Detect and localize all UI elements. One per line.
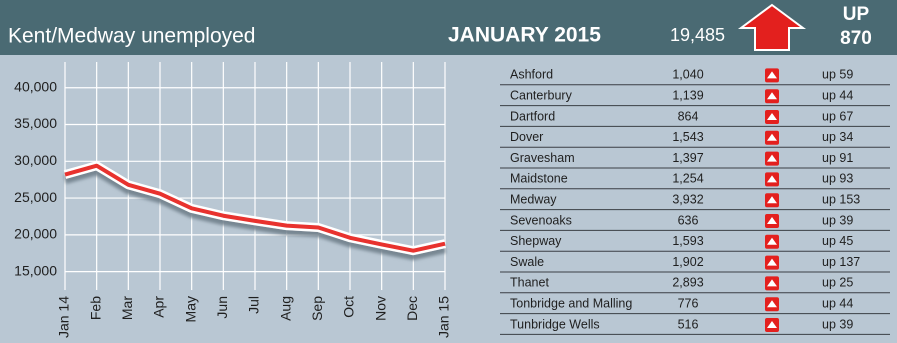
district-change: up 25 <box>822 276 853 290</box>
district-name: Tunbridge Wells <box>510 317 600 331</box>
header-total: 19,485 <box>670 25 725 45</box>
district-count: 1,593 <box>672 234 703 248</box>
x-tick-label: Jan 14 <box>56 296 72 338</box>
y-tick-label: 30,000 <box>14 152 57 168</box>
district-count: 864 <box>678 109 699 123</box>
x-tick-label: Oct <box>341 296 357 318</box>
district-count: 636 <box>678 213 699 227</box>
up-arrow <box>737 3 807 51</box>
header-period: JANUARY 2015 <box>448 24 601 47</box>
x-tick-label: Nov <box>372 296 388 321</box>
district-count: 2,893 <box>672 276 703 290</box>
x-tick-label: Jul <box>246 296 262 314</box>
up-icon-arrow <box>767 113 777 120</box>
up-icon-arrow <box>767 196 777 204</box>
district-name: Swale <box>510 255 544 269</box>
up-icon-arrow <box>767 133 777 141</box>
district-name: Maidstone <box>510 172 568 186</box>
district-count: 776 <box>678 296 699 310</box>
up-icon-arrow <box>767 279 777 287</box>
district-change: up 153 <box>822 192 860 206</box>
district-change: up 39 <box>822 317 853 331</box>
y-tick-label: 15,000 <box>14 262 57 278</box>
x-tick-label: Aug <box>277 296 293 321</box>
district-name: Thanet <box>510 276 549 290</box>
district-name: Dover <box>510 130 543 144</box>
district-count: 1,902 <box>672 255 703 269</box>
district-name: Tonbridge and Malling <box>510 296 632 310</box>
up-icon-arrow <box>767 237 777 245</box>
district-count: 1,254 <box>672 172 703 186</box>
series-line <box>64 163 446 253</box>
district-change: up 91 <box>822 151 853 165</box>
header-change: 870 <box>840 28 872 49</box>
up-icon-arrow <box>767 321 777 328</box>
header-direction: UP <box>843 4 870 25</box>
district-change: up 34 <box>822 130 853 144</box>
series-line-group <box>63 161 446 256</box>
district-change: up 44 <box>822 88 853 102</box>
district-count: 1,543 <box>672 130 703 144</box>
district-count: 3,932 <box>672 192 703 206</box>
district-change: up 44 <box>822 296 853 310</box>
district-count: 1,397 <box>672 151 703 165</box>
up-icon-arrow <box>767 92 777 100</box>
district-change: up 39 <box>822 213 853 227</box>
up-icon-arrow <box>767 71 777 79</box>
y-tick-label: 35,000 <box>14 115 57 131</box>
district-name: Canterbury <box>510 88 573 102</box>
district-change: up 45 <box>822 234 853 248</box>
x-tick-label: Jun <box>214 296 230 319</box>
district-count: 1,040 <box>672 68 703 82</box>
district-name: Shepway <box>510 234 562 248</box>
x-tick-label: Mar <box>119 296 135 320</box>
district-name: Gravesham <box>510 151 575 165</box>
x-tick-label: Feb <box>87 296 103 320</box>
up-icon-arrow <box>767 154 777 162</box>
up-icon-arrow <box>767 300 777 308</box>
up-icon-arrow <box>767 175 777 183</box>
district-count: 516 <box>678 317 699 331</box>
y-tick-label: 25,000 <box>14 189 57 205</box>
line-chart: 15,000 20,000 25,000 30,000 35,000 40,000 Jan … <box>14 62 452 338</box>
x-tick-label: Apr <box>151 296 167 318</box>
district-change: up 93 <box>822 172 853 186</box>
x-tick-label: Jan 15 <box>436 296 452 338</box>
district-name: Medway <box>510 192 557 206</box>
header-title: Kent/Medway unemployed <box>8 25 255 48</box>
district-count: 1,139 <box>672 88 703 102</box>
district-table: Ashford 1,040 up 59 Canterbury 1,139 up 44 Dar… <box>500 68 890 335</box>
district-change: up 137 <box>822 255 860 269</box>
district-change: up 67 <box>822 109 853 123</box>
x-tick-label: Sep <box>309 296 325 321</box>
y-tick-label: 20,000 <box>14 226 57 242</box>
y-tick-label: 40,000 <box>14 78 57 94</box>
district-name: Dartford <box>510 109 555 123</box>
x-tick-label: Dec <box>404 296 420 321</box>
district-name: Ashford <box>510 68 553 82</box>
up-icon-arrow <box>767 217 777 224</box>
district-name: Sevenoaks <box>510 213 572 227</box>
up-icon-arrow <box>767 258 777 266</box>
district-change: up 59 <box>822 68 853 82</box>
x-tick-label: May <box>182 296 198 322</box>
